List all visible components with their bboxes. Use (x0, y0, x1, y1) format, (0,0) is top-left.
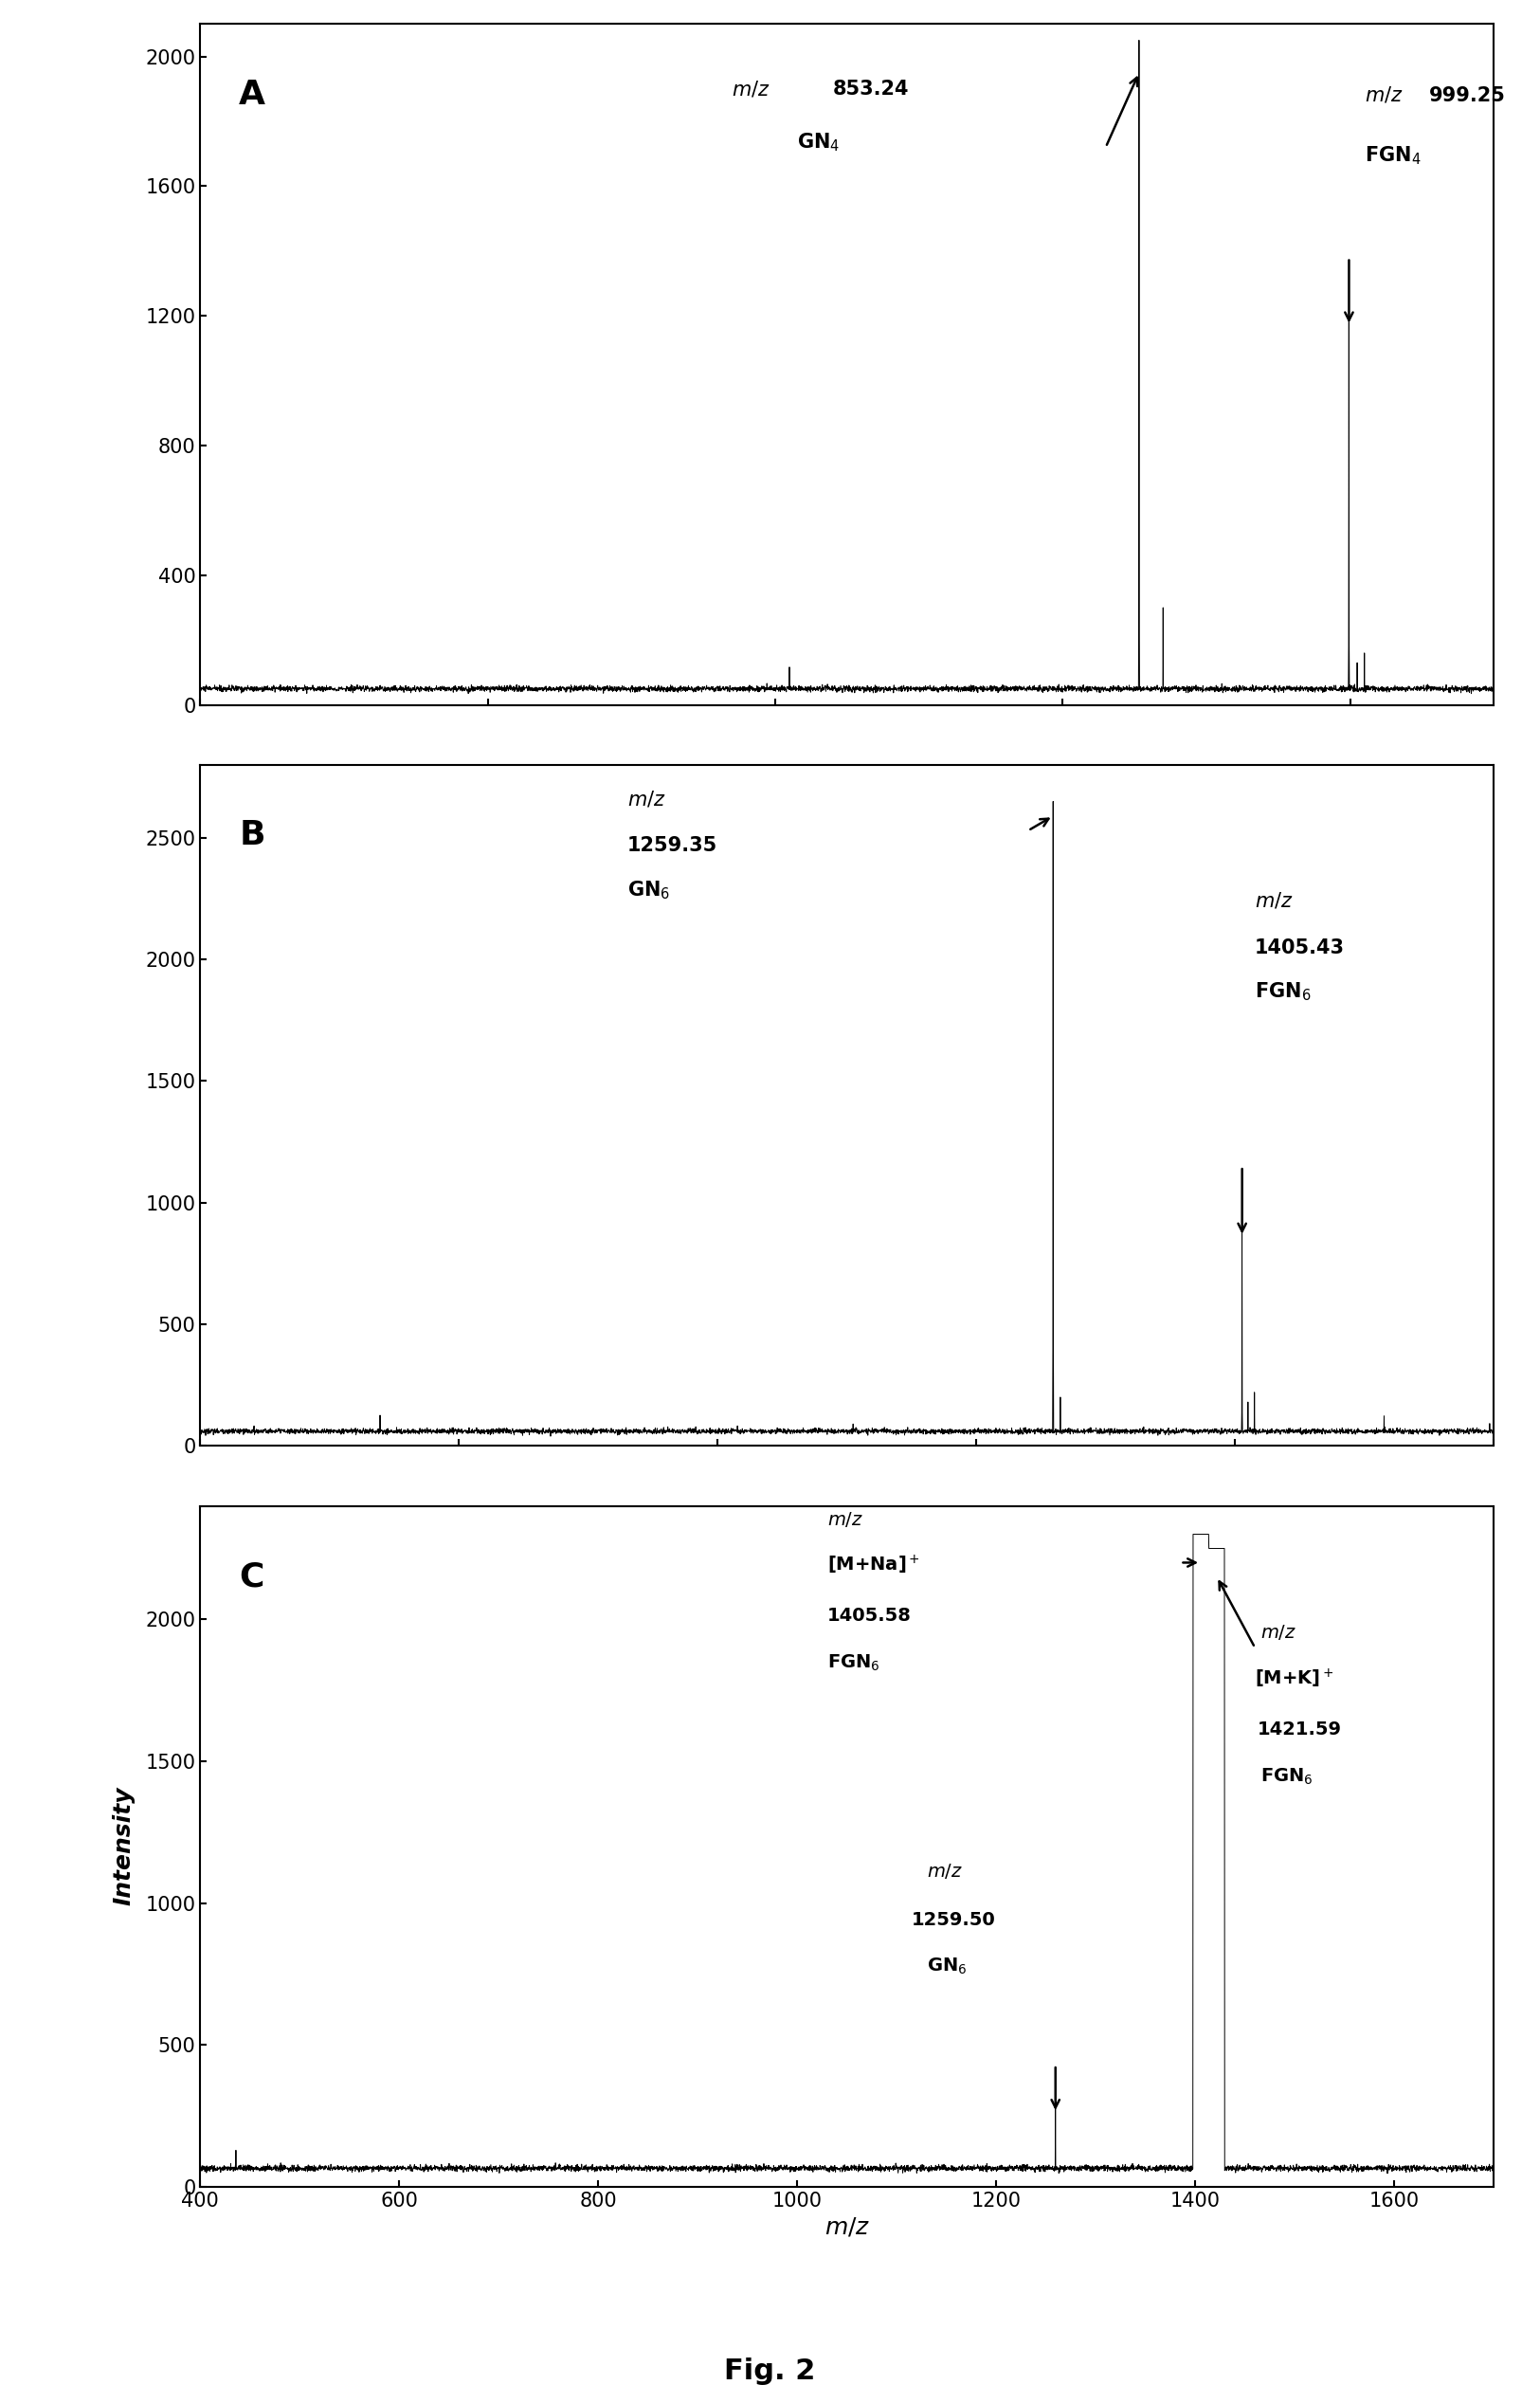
Text: [M+Na]$^+$: [M+Na]$^+$ (827, 1555, 919, 1576)
Text: FGN$_6$: FGN$_6$ (1260, 1766, 1312, 1788)
Text: 1405.58: 1405.58 (827, 1608, 912, 1624)
Text: GN$_4$: GN$_4$ (796, 132, 839, 154)
Text: GN$_6$: GN$_6$ (927, 1956, 967, 1978)
Text: $m/z$: $m/z$ (1260, 1622, 1297, 1641)
X-axis label: $m/z$: $m/z$ (824, 2216, 870, 2237)
Text: A: A (239, 79, 265, 111)
Text: 999.25: 999.25 (1429, 87, 1506, 106)
Text: C: C (239, 1560, 263, 1593)
Text: $m/z$: $m/z$ (927, 1862, 962, 1879)
Text: $m/z$: $m/z$ (1364, 84, 1403, 106)
Text: FGN$_6$: FGN$_6$ (1255, 980, 1311, 1004)
Text: 853.24: 853.24 (833, 79, 909, 99)
Text: $m/z$: $m/z$ (827, 1509, 864, 1528)
Text: 1259.50: 1259.50 (912, 1910, 996, 1930)
Y-axis label: Intensity: Intensity (112, 1788, 136, 1906)
Text: FGN$_4$: FGN$_4$ (1364, 144, 1421, 166)
Text: B: B (239, 819, 265, 851)
Text: FGN$_6$: FGN$_6$ (827, 1653, 879, 1672)
Text: $m/z$: $m/z$ (627, 788, 665, 810)
Text: $m/z$: $m/z$ (1255, 892, 1294, 911)
Text: 1259.35: 1259.35 (627, 836, 718, 855)
Text: 1421.59: 1421.59 (1257, 1721, 1341, 1737)
Text: 1405.43: 1405.43 (1255, 937, 1344, 956)
Text: GN$_6$: GN$_6$ (627, 879, 670, 901)
Text: [M+K]$^+$: [M+K]$^+$ (1255, 1668, 1334, 1689)
Text: $m/z$: $m/z$ (732, 79, 770, 99)
Text: Fig. 2: Fig. 2 (724, 2357, 816, 2384)
